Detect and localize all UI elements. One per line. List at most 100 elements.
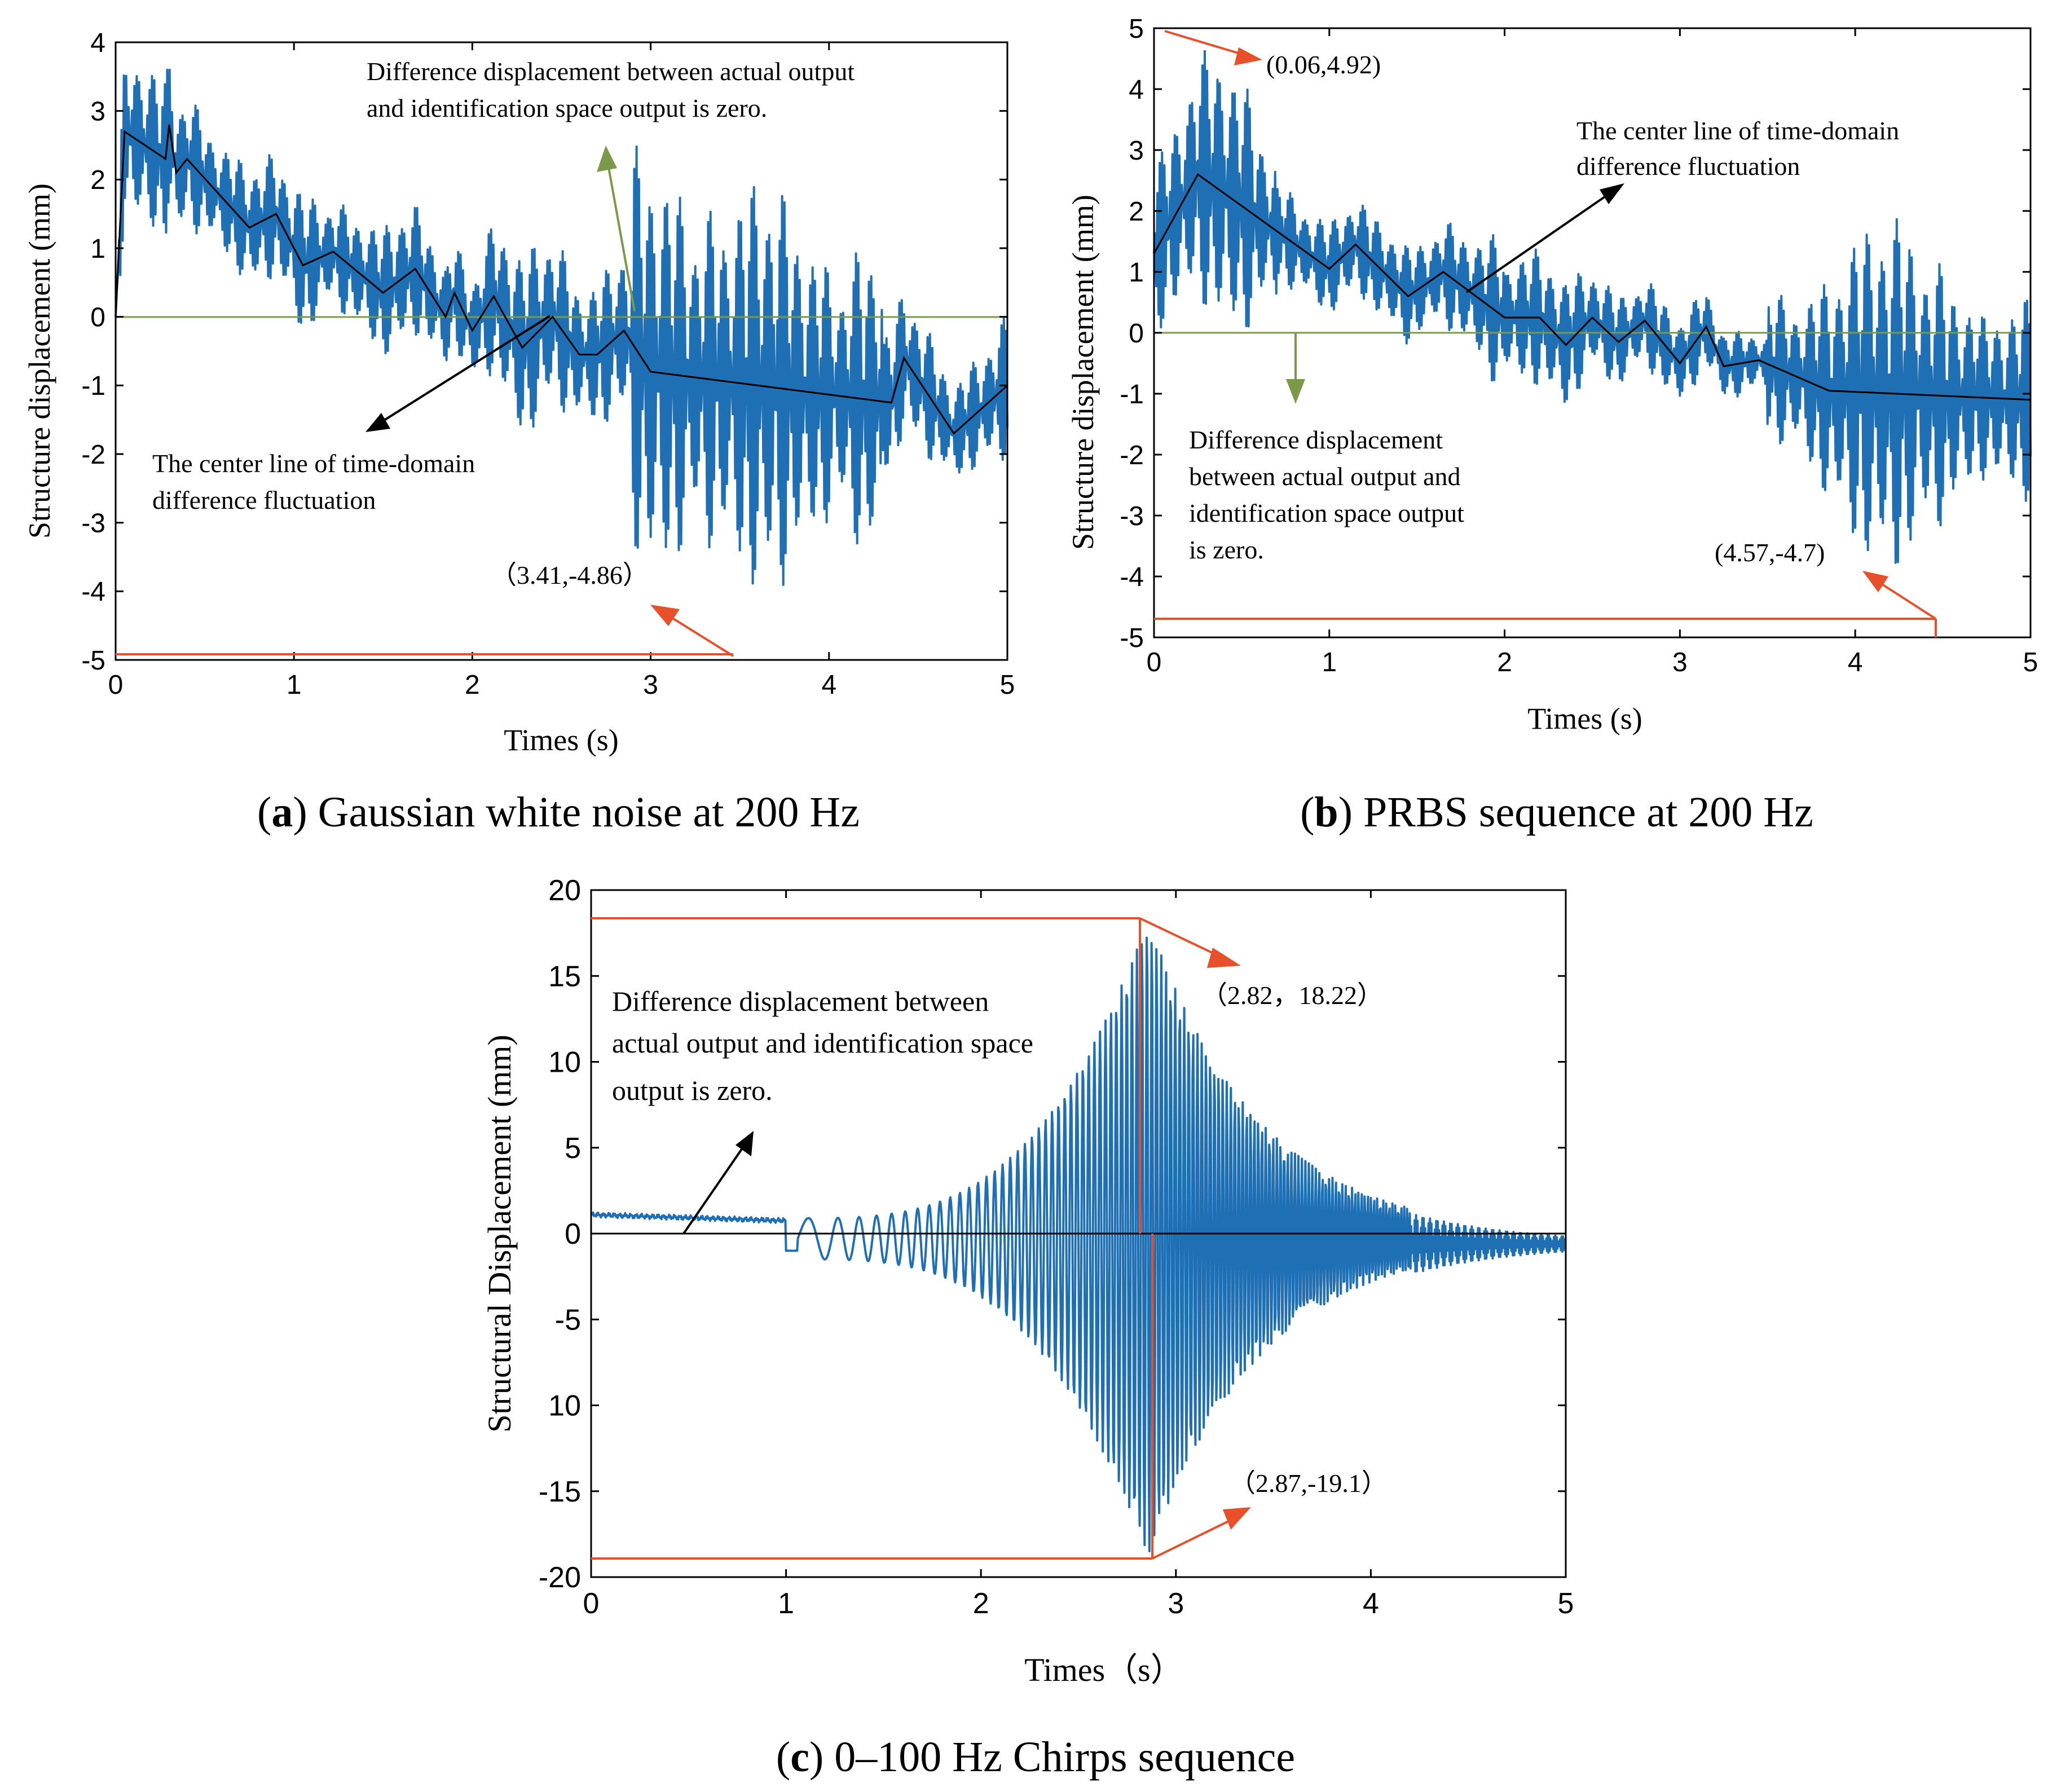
panel-a-y-tick-label: 1: [90, 234, 105, 264]
panel-a-signal: [114, 68, 1008, 586]
panel-b: 0 1 2 3 4 5 5 4 3 2 1 0 -1 -2 -3 -4 -5 (0.06,4.92) (4.5…: [1066, 14, 2038, 836]
panel-a-y-label: Structure displacement (mm): [23, 183, 56, 539]
panel-b-min-arrow: [1871, 577, 1937, 620]
panel-b-zero-note-line2: between actual output and: [1189, 462, 1461, 491]
panel-a-center-arrow: [377, 315, 551, 425]
panel-a-caption: (a) Gaussian white noise at 200 Hz: [257, 789, 860, 836]
panel-c-x-tick-label: 5: [1558, 1587, 1574, 1620]
panel-b-center-arrow: [1465, 191, 1613, 293]
panel-b-center-note-line1: The center line of time-domain: [1576, 116, 1899, 145]
panel-c-zero-note-line2: actual output and identification space: [612, 1027, 1033, 1059]
panel-b-zero-note-line1: Difference displacement: [1189, 425, 1443, 454]
panel-c-y-tick-label: 20: [548, 874, 581, 907]
panel-b-y-tick-label: 2: [1129, 197, 1144, 227]
panel-b-y-ticks: 5 4 3 2 1 0 -1 -2 -3 -4 -5: [1120, 14, 2031, 653]
panel-c-y-tick-label: -20: [539, 1561, 581, 1594]
panel-b-y-tick-label: 5: [1129, 14, 1144, 44]
panel-a-y-tick-label: 3: [90, 96, 105, 126]
panel-b-x-tick-label: 4: [1848, 648, 1863, 677]
panel-c-signal: [590, 936, 1567, 1553]
panel-c-y-tick-label: -15: [539, 1476, 581, 1508]
panel-a-min-arrowhead: [650, 605, 680, 626]
panel-c-zero-note-line1: Difference displacement between: [612, 985, 989, 1017]
panel-b-x-tick-label: 2: [1497, 648, 1512, 677]
panel-b-zero-note-line3: identification space output: [1189, 499, 1464, 527]
panel-c-x-tick-label: 1: [778, 1587, 794, 1620]
panel-c-y-tick-label: 10: [548, 1046, 581, 1079]
panel-b-y-tick-label: -2: [1120, 441, 1144, 470]
panel-b-x-tick-label: 1: [1322, 648, 1337, 677]
panel-c-min-arrow: [1152, 1519, 1231, 1560]
panel-a-x-label: Times (s): [504, 723, 619, 757]
panel-a-x-tick-label: 4: [821, 670, 836, 700]
panel-b-y-label: Structure displacement (mm): [1066, 195, 1100, 550]
panel-b-y-tick-label: 0: [1129, 319, 1144, 349]
panel-a-min-label: （3.41,-4.86）: [491, 561, 649, 589]
panel-a-y-tick-label: -4: [81, 577, 105, 607]
panel-a-zero-arrow: [606, 157, 636, 312]
panel-a-y-tick-label: -3: [81, 508, 105, 538]
panel-b-center-arrowhead: [1600, 183, 1624, 204]
panel-b-max-label: (0.06,4.92): [1266, 50, 1381, 79]
panel-c-zero-arrowhead: [735, 1131, 754, 1156]
panel-a-y-ticks: 4 3 2 1 0 -1 -2 -3 -4 -5: [81, 28, 1007, 676]
panel-c-zero-note-line3: output is zero.: [612, 1075, 773, 1106]
panel-b-y-tick-label: 1: [1129, 258, 1144, 288]
panel-a-y-tick-label: 2: [90, 165, 105, 195]
panel-c-y-tick-label: 5: [565, 1132, 581, 1165]
panel-b-caption: (b) PRBS sequence at 200 Hz: [1300, 789, 1813, 836]
panel-c-caption: (c) 0–100 Hz Chirps sequence: [776, 1733, 1295, 1781]
panel-b-caption-text: ) PRBS sequence at 200 Hz: [1338, 789, 1813, 836]
panel-a: 0 1 2 3 4 5 4 3 2 1 0 -1 -2 -3 -4 -5 （3.41,-4.86） Diff…: [23, 28, 1015, 836]
panel-b-x-tick-label: 0: [1147, 648, 1162, 677]
panel-a-x-tick-label: 5: [1000, 670, 1015, 700]
panel-a-frame: [114, 41, 1008, 661]
panel-a-zero-arrowhead: [597, 146, 617, 172]
panel-a-center-arrowhead: [365, 413, 390, 432]
panel-c-y-tick-label: -5: [555, 1304, 581, 1336]
panel-b-min-arrowhead: [1862, 571, 1888, 592]
panel-c-y-label: Structural Displacement (mm): [481, 1034, 518, 1432]
panel-a-x-tick-label: 2: [465, 670, 480, 700]
panel-b-x-label: Times (s): [1527, 702, 1642, 736]
panel-b-caption-letter: b: [1314, 789, 1338, 836]
panel-c-caption-text: ) 0–100 Hz Chirps sequence: [809, 1733, 1295, 1781]
panel-c-x-tick-label: 0: [583, 1587, 600, 1620]
panel-b-y-tick-label: -3: [1120, 501, 1144, 531]
panel-c-x-tick-label: 2: [973, 1587, 989, 1620]
panel-c-y-tick-label: 15: [548, 960, 581, 993]
panel-b-max-arrow: [1164, 30, 1250, 58]
panel-c-y-ticks: 20 15 10 5 0 -5 10 -15 -20: [539, 874, 1566, 1594]
panel-a-y-tick-label: 4: [90, 28, 105, 58]
panel-b-min-label: (4.57,-4.7): [1715, 538, 1825, 567]
panel-a-zero-note-line1: Difference displacement between actual o…: [367, 57, 855, 86]
panel-c-x-ticks: 0 1 2 3 4 5: [583, 890, 1574, 1620]
panel-a-y-tick-label: -5: [81, 646, 105, 676]
panel-b-y-tick-label: -4: [1120, 562, 1144, 592]
panel-c: 0 1 2 3 4 5 20 15 10 5 0 -5 10 -15 -20 （2.82，18.22） （…: [481, 874, 1574, 1781]
panel-a-x-tick-label: 0: [108, 670, 124, 700]
panel-a-x-tick-label: 3: [643, 670, 658, 700]
panel-a-x-ticks: 0 1 2 3 4 5: [108, 42, 1015, 700]
panel-c-max-arrowhead: [1207, 948, 1241, 968]
panel-c-x-tick-label: 3: [1168, 1587, 1184, 1620]
panel-a-center-note-line2: difference fluctuation: [152, 486, 376, 514]
panel-a-caption-letter: a: [271, 789, 293, 836]
panel-c-max-label: （2.82，18.22）: [1201, 981, 1383, 1010]
panel-a-y-tick-label: -1: [81, 371, 105, 401]
panel-b-y-tick-label: 4: [1129, 75, 1144, 105]
panel-b-max-arrowhead: [1234, 47, 1262, 65]
panel-b-y-tick-label: -5: [1120, 623, 1144, 653]
panel-b-x-tick-label: 3: [1672, 648, 1688, 677]
panel-b-signal: [1153, 50, 2032, 564]
panel-b-center-note-line2: difference fluctuation: [1576, 152, 1800, 180]
panel-c-min-arrowhead: [1223, 1507, 1251, 1530]
panel-c-zero-arrow: [682, 1144, 746, 1235]
panel-b-x-ticks: 0 1 2 3 4 5: [1147, 28, 2038, 677]
panel-a-x-tick-label: 1: [287, 670, 302, 700]
panel-b-zero-note-line4: is zero.: [1189, 535, 1264, 564]
panel-b-y-tick-label: 3: [1129, 136, 1144, 166]
panel-a-center-line: [114, 124, 1008, 435]
panel-c-min-label: （2.87,-19.1）: [1230, 1469, 1388, 1498]
